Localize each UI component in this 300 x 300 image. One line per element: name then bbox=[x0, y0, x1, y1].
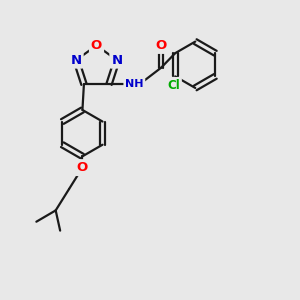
Text: O: O bbox=[91, 39, 102, 52]
Text: N: N bbox=[111, 54, 122, 67]
Text: NH: NH bbox=[125, 79, 144, 89]
Text: Cl: Cl bbox=[167, 79, 180, 92]
Text: O: O bbox=[77, 161, 88, 174]
Text: N: N bbox=[70, 54, 82, 67]
Text: O: O bbox=[155, 39, 167, 52]
